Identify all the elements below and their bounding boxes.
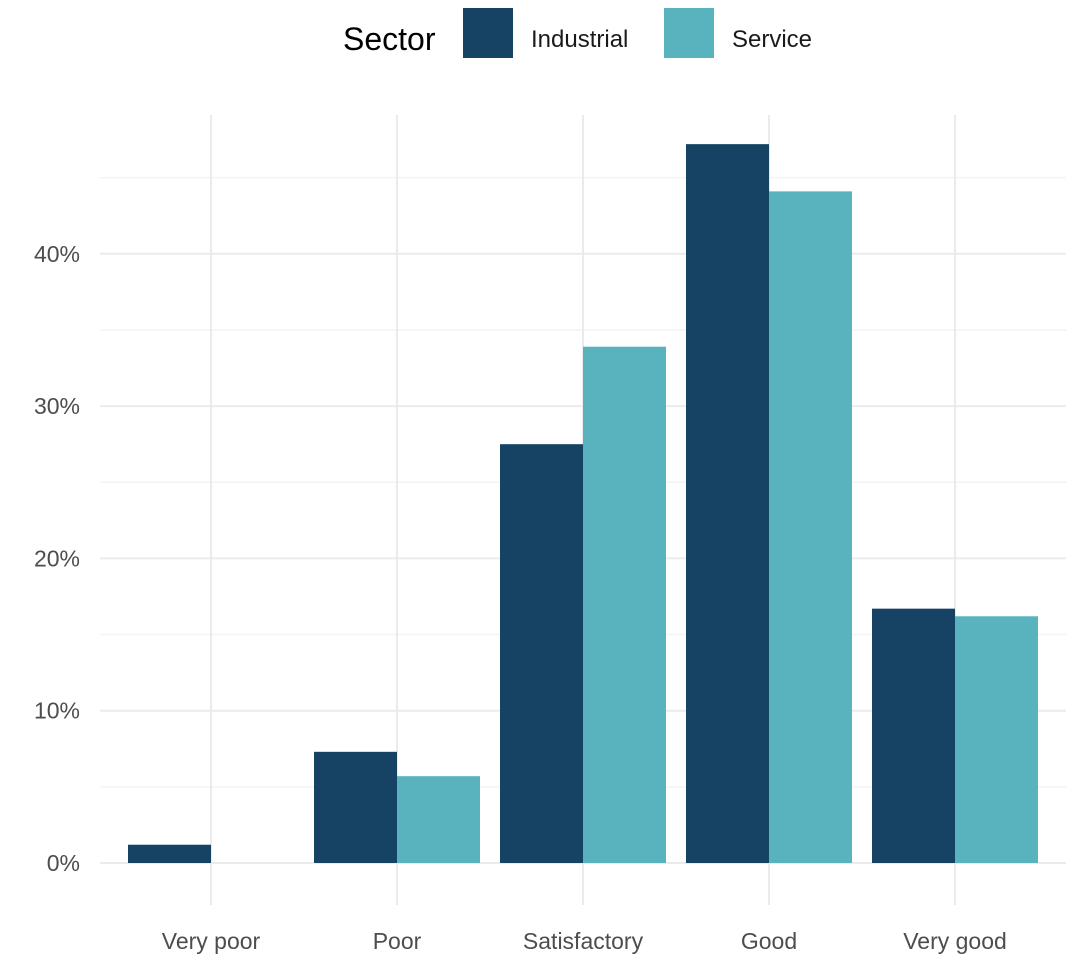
bar-industrial-poor: [314, 751, 397, 863]
bar-service-good: [769, 191, 852, 863]
y-tick-label: 0%: [47, 850, 80, 876]
x-tick-label: Good: [741, 928, 797, 954]
bar-industrial-good: [686, 144, 769, 864]
y-tick-label: 30%: [34, 393, 80, 419]
x-tick-label: Very good: [903, 928, 1007, 954]
legend-label-service: Service: [732, 26, 812, 53]
bar-industrial-very-poor: [128, 844, 211, 863]
legend: Sector Industrial Service: [343, 8, 812, 58]
y-tick-label: 40%: [34, 241, 80, 267]
axis-layer: 0% 10% 20% 30% 40% Very poor Poor Satisfactory G…: [34, 241, 1007, 954]
legend-key-industrial: [463, 8, 513, 58]
bar-industrial-very-good: [872, 608, 955, 863]
legend-label-industrial: Industrial: [531, 26, 628, 53]
bar-service-very-good: [955, 616, 1038, 863]
bar-layer: [128, 144, 1038, 864]
y-tick-label: 10%: [34, 698, 80, 724]
y-tick-label: 20%: [34, 545, 80, 571]
bar-service-satisfactory: [583, 346, 666, 863]
x-tick-label: Satisfactory: [523, 928, 644, 954]
legend-title: Sector: [343, 21, 436, 57]
legend-key-service: [664, 8, 714, 58]
bar-industrial-satisfactory: [500, 444, 583, 863]
x-tick-label: Poor: [373, 928, 422, 954]
x-tick-label: Very poor: [162, 928, 261, 954]
bar-service-poor: [397, 776, 480, 863]
